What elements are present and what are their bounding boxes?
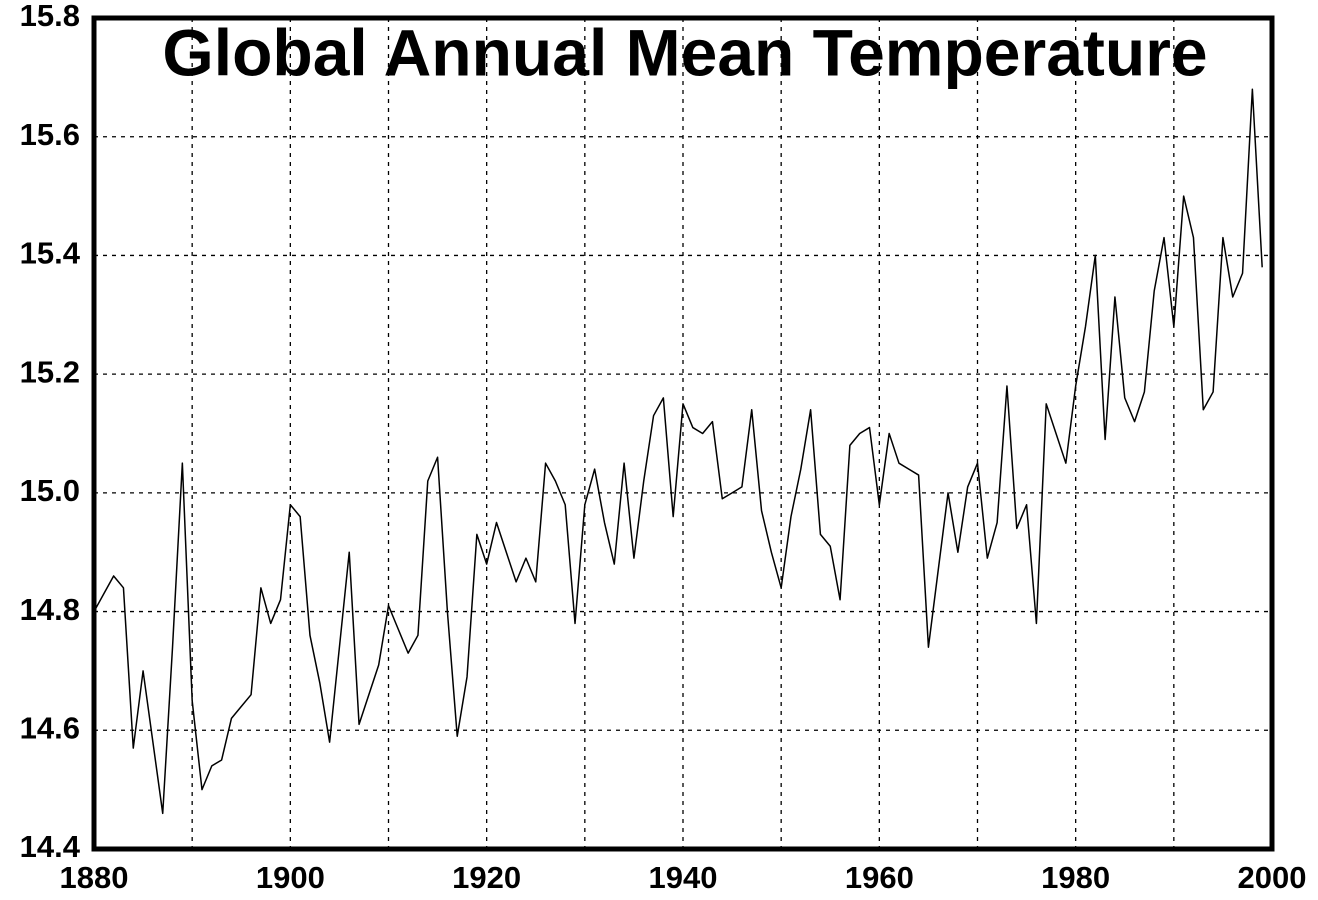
y-tick-label: 15.4 [20, 236, 81, 271]
y-tick-label: 14.8 [20, 592, 80, 627]
plot-frame [91, 15, 1275, 852]
x-tick-label: 1900 [256, 860, 325, 895]
y-tick-label: 15.0 [20, 473, 80, 508]
chart-title: Global Annual Mean Temperature [162, 15, 1207, 89]
y-tick-label: 15.6 [20, 117, 80, 152]
x-tick-label: 1980 [1041, 860, 1110, 895]
x-tick-label: 1880 [60, 860, 129, 895]
y-tick-label: 15.2 [20, 354, 80, 389]
y-tick-label: 14.4 [20, 829, 81, 864]
y-tick-label: 15.8 [20, 0, 80, 33]
data-line [93, 88, 1263, 815]
x-tick-label: 2000 [1238, 860, 1307, 895]
x-tick-label: 1920 [452, 860, 521, 895]
y-tick-label: 14.6 [20, 710, 80, 745]
x-tick-label: 1960 [845, 860, 914, 895]
x-tick-label: 1940 [649, 860, 718, 895]
